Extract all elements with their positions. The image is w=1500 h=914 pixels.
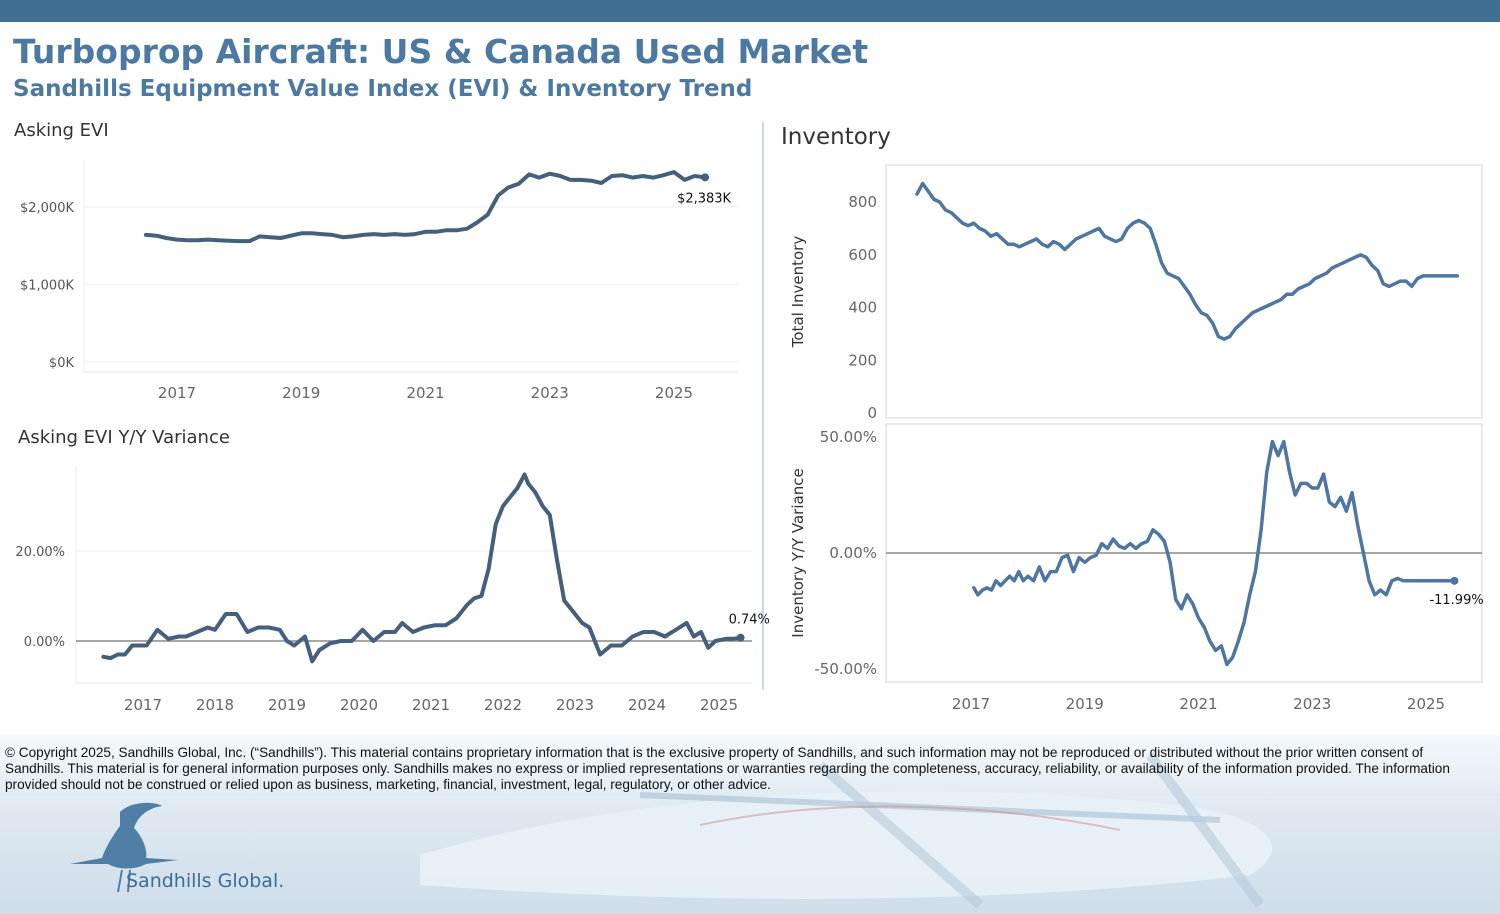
inventory-yy-y-tick-label: 0.00% [829, 544, 877, 562]
asking-evi-yy-x-tick-label: 2019 [268, 696, 306, 714]
inventory-yy-y-axis-title: Inventory Y/Y Variance [789, 468, 807, 637]
inventory-yy-x-tick-label: 2017 [952, 695, 990, 713]
asking-evi-x-tick-label: 2025 [655, 384, 693, 402]
page-subtitle: Sandhills Equipment Value Index (EVI) & … [13, 76, 753, 102]
asking-evi-yy-x-tick-label: 2024 [628, 696, 666, 714]
inventory-y-tick-label: 600 [848, 246, 877, 264]
inventory-y-tick-label: 0 [867, 404, 877, 422]
inventory-series-line [915, 181, 1460, 341]
asking-evi-x-tick-label: 2023 [531, 384, 569, 402]
crane-logo-icon [70, 802, 178, 893]
asking-evi-yy-y-tick-label: 20.00% [15, 545, 65, 560]
inventory-title: Inventory [781, 124, 891, 150]
panel-divider [762, 122, 764, 690]
asking-evi-y-tick-label: $0K [49, 356, 75, 371]
asking-evi-yy-y-tick-label: 0.00% [24, 635, 65, 650]
copyright-notice: © Copyright 2025, Sandhills Global, Inc.… [5, 745, 1450, 792]
inventory-y-tick-label: 800 [848, 193, 877, 211]
aircraft-illustration [420, 752, 1273, 909]
asking-evi-yy-x-tick-label: 2022 [484, 696, 522, 714]
asking-evi-yy-x-tick-label: 2018 [196, 696, 234, 714]
asking-evi-yy-x-tick-label: 2020 [340, 696, 378, 714]
asking-evi-x-tick-label: 2021 [406, 384, 444, 402]
asking-evi-yy-x-tick-label: 2017 [124, 696, 162, 714]
inventory-yy-end-label: -11.99% [1429, 593, 1483, 608]
asking-evi-title: Asking EVI [14, 120, 109, 141]
inventory-y-axis-title: Total Inventory [789, 236, 807, 349]
asking-evi-end-label: $2,383K [677, 191, 731, 206]
inventory-yy-y-tick-label: 50.00% [820, 428, 877, 446]
charts-canvas: $0K $1,000K $2,000K 2017 2019 2021 2023 2025 $2,… [15, 160, 1484, 714]
asking-evi-y-tick-label: $2,000K [20, 201, 74, 216]
page-title: Turboprop Aircraft: US & Canada Used Mar… [13, 32, 869, 71]
asking-evi-yy-x-tick-label: 2023 [556, 696, 594, 714]
asking-evi-yy-title: Asking EVI Y/Y Variance [18, 427, 230, 448]
inventory-y-tick-label: 400 [848, 299, 877, 317]
footer-background [0, 735, 1500, 914]
asking-evi-yy-end-point [736, 633, 745, 642]
inventory-frame [885, 164, 1483, 419]
asking-evi-yy-end-label: 0.74% [729, 613, 770, 628]
asking-evi-yy-series-line [101, 472, 743, 664]
top-bar [0, 0, 1500, 22]
asking-evi-x-tick-label: 2019 [282, 384, 320, 402]
asking-evi-yy-x-tick-label: 2025 [700, 696, 738, 714]
asking-evi-yy-x-tick-label: 2021 [412, 696, 450, 714]
inventory-y-tick-label: 200 [848, 351, 877, 369]
asking-evi-x-tick-label: 2017 [158, 384, 196, 402]
inventory-yy-x-tick-label: 2023 [1293, 695, 1331, 713]
logo-text: Sandhills Global. [126, 870, 285, 892]
inventory-yy-x-tick-label: 2021 [1179, 695, 1217, 713]
inventory-yy-end-point [1450, 576, 1459, 585]
inventory-yy-series-line [972, 439, 1457, 667]
inventory-yy-x-tick-label: 2025 [1407, 695, 1445, 713]
inventory-yy-y-tick-label: -50.00% [814, 660, 877, 678]
asking-evi-y-tick-label: $1,000K [20, 279, 74, 294]
asking-evi-end-point [701, 173, 710, 182]
inventory-yy-x-tick-label: 2019 [1066, 695, 1104, 713]
asking-evi-series-line [143, 170, 708, 244]
